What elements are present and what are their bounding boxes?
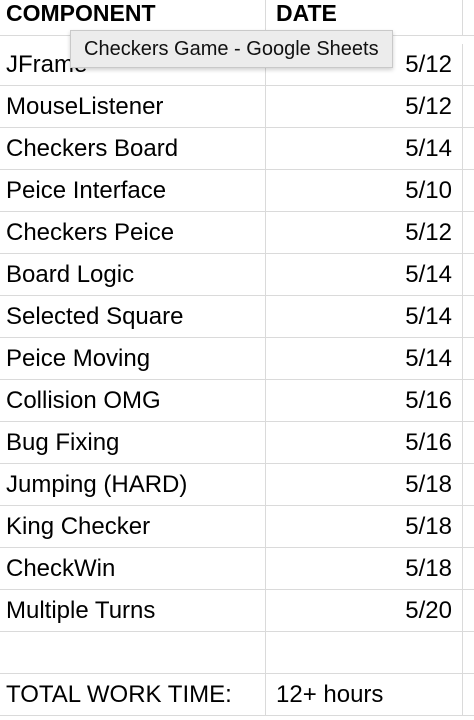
empty-cell[interactable] <box>266 632 463 674</box>
date-cell[interactable]: 5/20 <box>266 590 463 632</box>
empty-cell[interactable] <box>463 464 474 506</box>
date-cell[interactable]: 5/14 <box>266 296 463 338</box>
empty-cell[interactable] <box>463 338 474 380</box>
component-cell[interactable]: Bug Fixing <box>0 422 266 464</box>
total-value-cell[interactable]: 12+ hours <box>266 674 463 716</box>
table-row: MouseListener 5/12 <box>0 86 474 128</box>
table-row: Collision OMG 5/16 <box>0 380 474 422</box>
header-cell-empty[interactable] <box>463 0 474 36</box>
empty-cell[interactable] <box>463 380 474 422</box>
date-cell[interactable]: 5/14 <box>266 338 463 380</box>
date-cell[interactable]: 5/14 <box>266 128 463 170</box>
total-row: TOTAL WORK TIME: 12+ hours <box>0 674 474 716</box>
component-cell[interactable]: Peice Interface <box>0 170 266 212</box>
component-cell[interactable]: King Checker <box>0 506 266 548</box>
date-cell[interactable]: 5/16 <box>266 380 463 422</box>
table-row: Checkers Peice 5/12 <box>0 212 474 254</box>
empty-cell[interactable] <box>463 548 474 590</box>
date-cell[interactable]: 5/10 <box>266 170 463 212</box>
table-row: CheckWin 5/18 <box>0 548 474 590</box>
date-cell[interactable]: 5/18 <box>266 548 463 590</box>
table-row: Multiple Turns 5/20 <box>0 590 474 632</box>
component-cell[interactable]: Board Logic <box>0 254 266 296</box>
date-cell[interactable]: 5/14 <box>266 254 463 296</box>
window-title-tooltip: Checkers Game - Google Sheets <box>70 30 393 68</box>
empty-row <box>0 632 474 674</box>
empty-cell[interactable] <box>463 86 474 128</box>
date-cell[interactable]: 5/18 <box>266 506 463 548</box>
component-cell[interactable]: MouseListener <box>0 86 266 128</box>
empty-cell[interactable] <box>463 44 474 86</box>
total-label-cell[interactable]: TOTAL WORK TIME: <box>0 674 266 716</box>
empty-cell[interactable] <box>463 674 474 716</box>
header-row: COMPONENT DATE <box>0 0 474 36</box>
date-cell[interactable]: 5/18 <box>266 464 463 506</box>
table-row: Jumping (HARD) 5/18 <box>0 464 474 506</box>
component-cell[interactable]: Multiple Turns <box>0 590 266 632</box>
component-cell[interactable]: Jumping (HARD) <box>0 464 266 506</box>
empty-cell[interactable] <box>463 422 474 464</box>
table-row: King Checker 5/18 <box>0 506 474 548</box>
empty-cell[interactable] <box>463 170 474 212</box>
component-cell[interactable]: Checkers Board <box>0 128 266 170</box>
table-row: Checkers Board 5/14 <box>0 128 474 170</box>
table-row: Selected Square 5/14 <box>0 296 474 338</box>
empty-cell[interactable] <box>463 632 474 674</box>
component-cell[interactable]: Collision OMG <box>0 380 266 422</box>
component-cell[interactable]: Checkers Peice <box>0 212 266 254</box>
date-cell[interactable]: 5/12 <box>266 44 463 86</box>
empty-cell[interactable] <box>463 590 474 632</box>
table-row: Peice Moving 5/14 <box>0 338 474 380</box>
table-row: Board Logic 5/14 <box>0 254 474 296</box>
table-row: Peice Interface 5/10 <box>0 170 474 212</box>
empty-cell[interactable] <box>463 128 474 170</box>
empty-cell[interactable] <box>463 212 474 254</box>
component-cell[interactable]: Peice Moving <box>0 338 266 380</box>
empty-cell[interactable] <box>463 506 474 548</box>
component-cell[interactable]: CheckWin <box>0 548 266 590</box>
table-row: JFrame 5/12 <box>0 44 474 86</box>
component-cell[interactable]: Selected Square <box>0 296 266 338</box>
table-row: Bug Fixing 5/16 <box>0 422 474 464</box>
date-cell[interactable]: 5/12 <box>266 212 463 254</box>
empty-cell[interactable] <box>463 254 474 296</box>
empty-cell[interactable] <box>0 632 266 674</box>
date-cell[interactable]: 5/16 <box>266 422 463 464</box>
date-cell[interactable]: 5/12 <box>266 86 463 128</box>
empty-cell[interactable] <box>463 296 474 338</box>
